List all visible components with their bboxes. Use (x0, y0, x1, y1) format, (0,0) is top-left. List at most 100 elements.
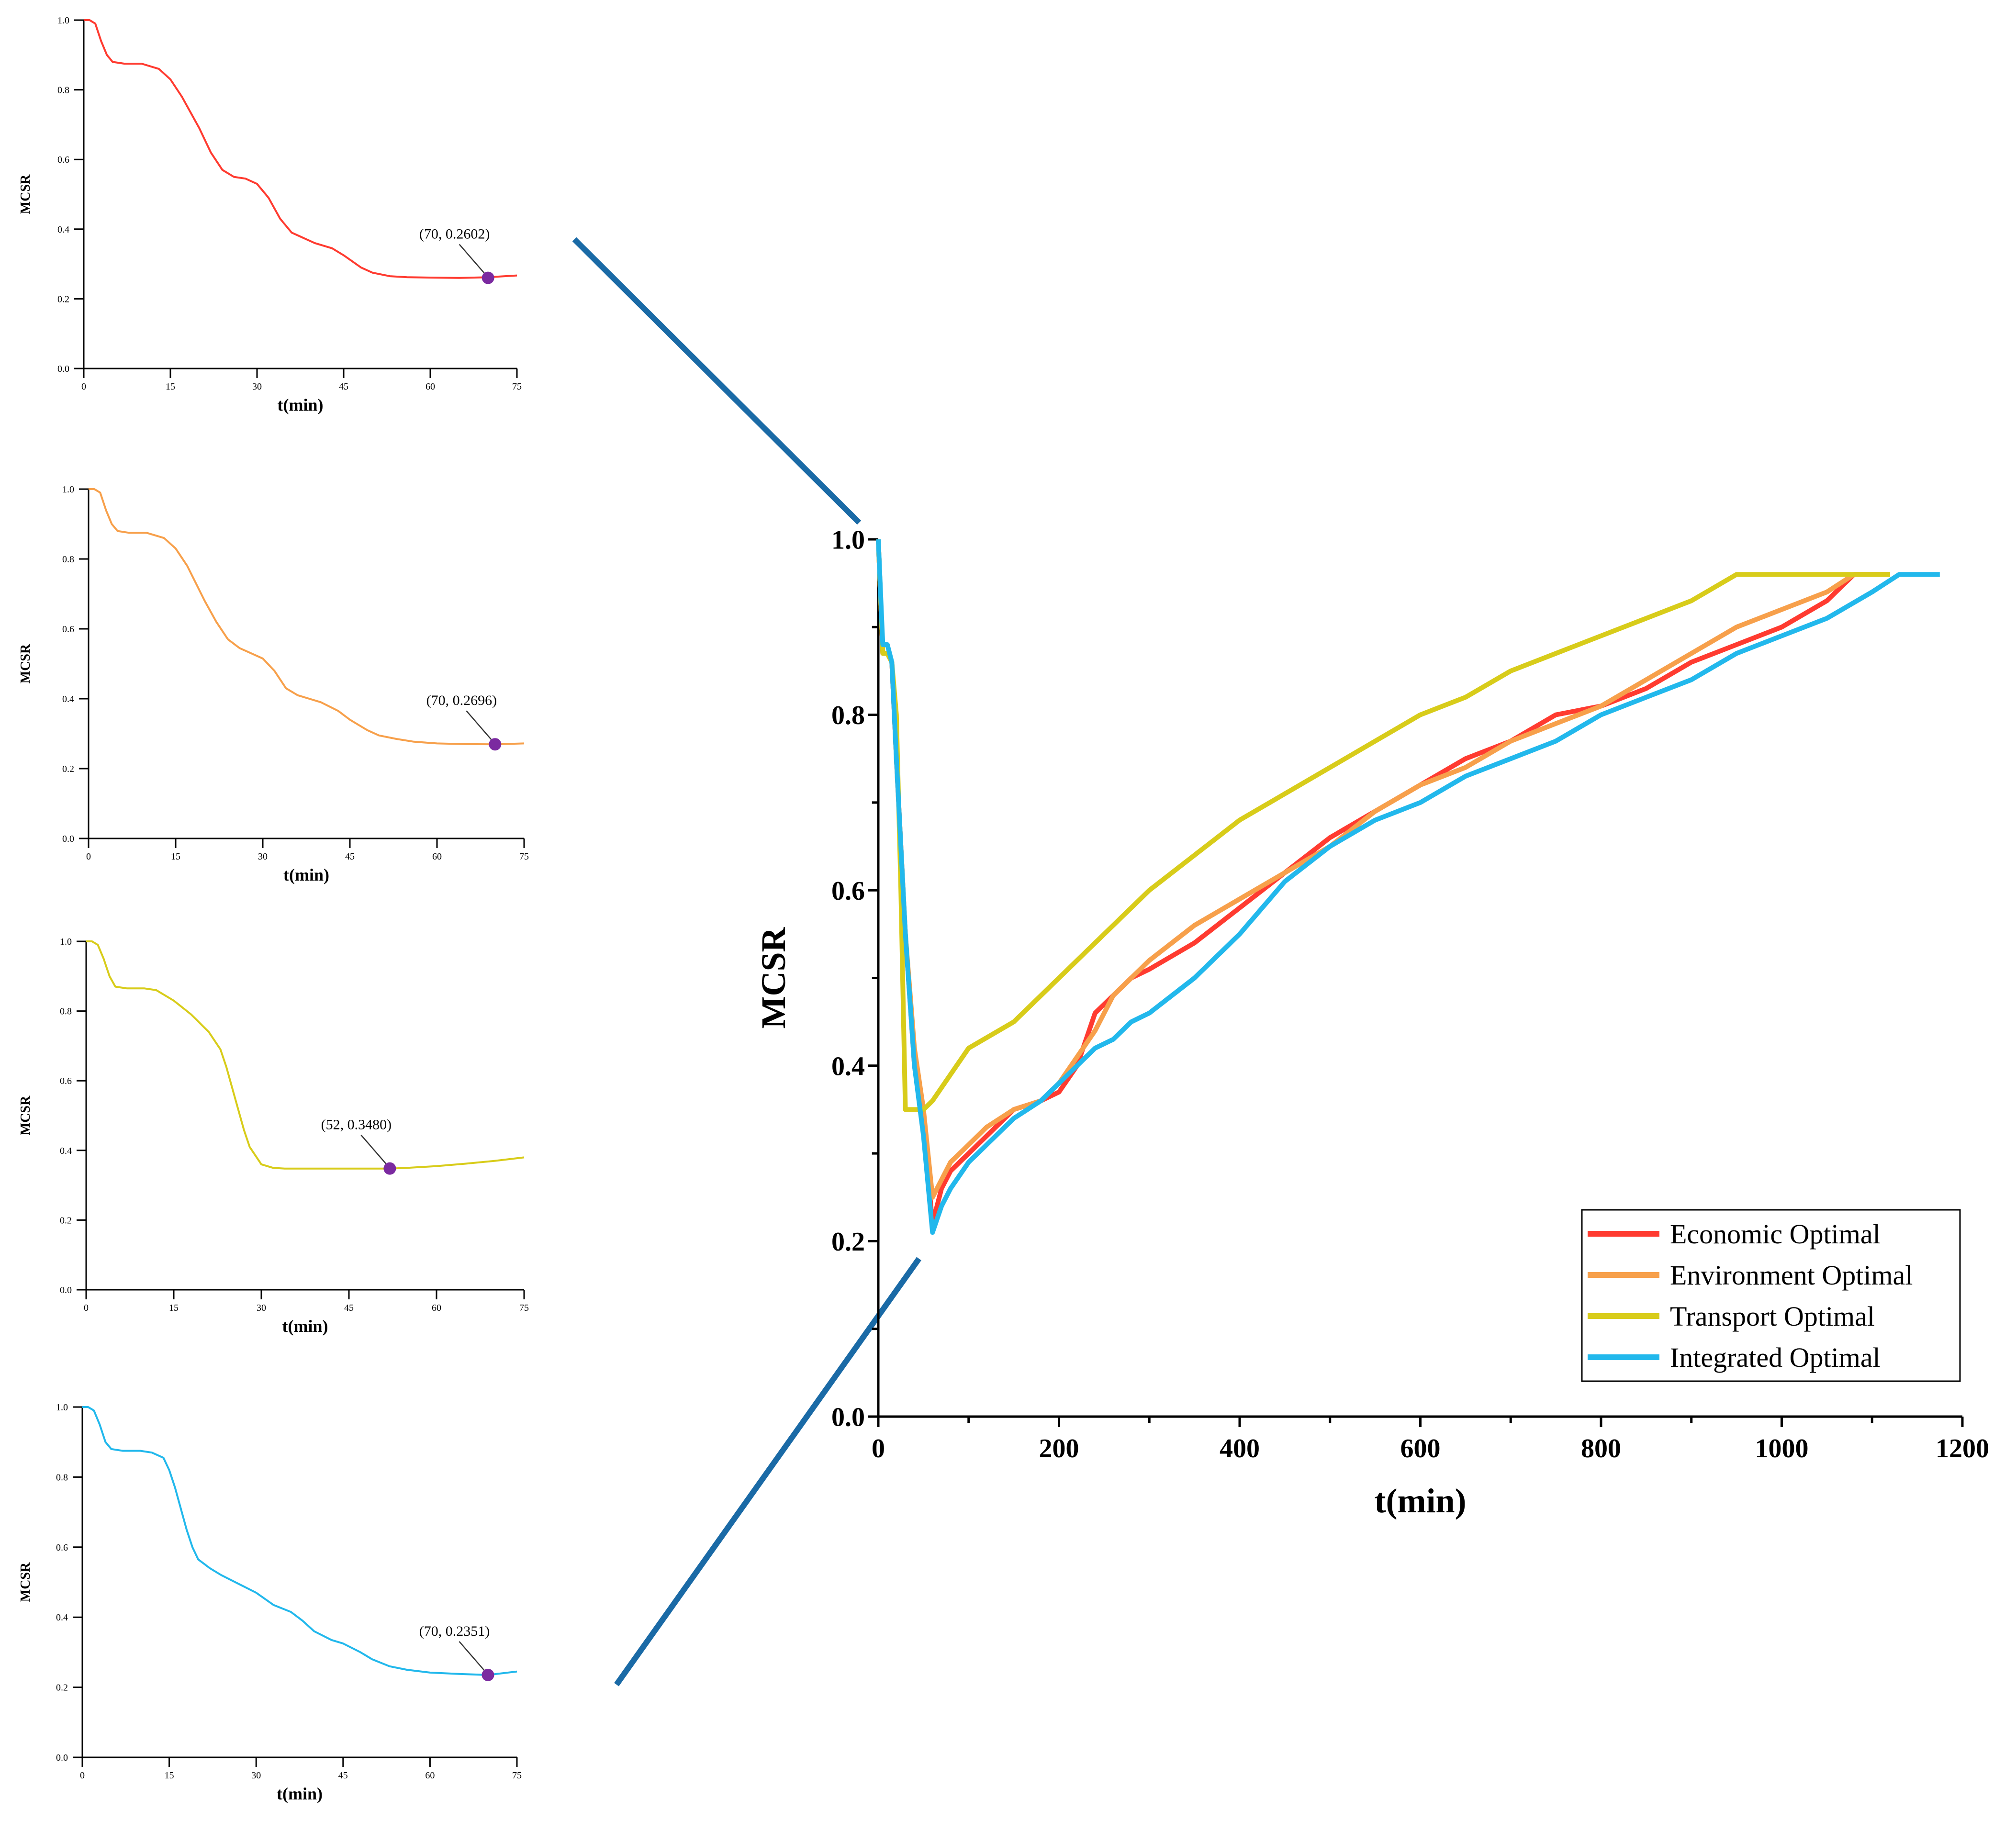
annotation-leader (459, 1641, 485, 1671)
x-tick-label: 45 (339, 381, 348, 392)
y-tick-label: 1.0 (831, 525, 865, 555)
x-axis-title: t(min) (282, 1317, 328, 1336)
annotation-label: (70, 0.2351) (419, 1623, 490, 1639)
x-axis-title: t(min) (1375, 1482, 1467, 1520)
y-tick-label: 0.6 (831, 876, 865, 906)
annotation-marker (383, 1162, 396, 1175)
series-line (84, 19, 517, 279)
y-tick-label: 0.6 (62, 624, 74, 635)
y-tick-label: 0.2 (60, 1215, 72, 1226)
annotation-label: (70, 0.2602) (419, 226, 490, 242)
small-chart-transport: 0 15 30 45 60 75 0.0 0.2 0.4 0.6 0.8 1.0 t(min) MCSR (… (18, 937, 529, 1336)
y-tick-label: 0.8 (56, 1472, 68, 1483)
x-tick-label: 45 (344, 1303, 354, 1313)
y-tick-label: 0.4 (57, 224, 69, 235)
series-line-transport-optimal (876, 539, 1890, 1112)
x-tick-label: 75 (512, 381, 522, 392)
y-axis-title: MCSR (754, 927, 793, 1029)
legend-label: Integrated Optimal (1670, 1342, 1881, 1373)
x-tick-label: 75 (512, 1770, 522, 1781)
y-tick-label: 1.0 (57, 15, 69, 26)
annotation-marker (482, 271, 494, 284)
annotation-label: (70, 0.2696) (426, 693, 497, 708)
series-line (82, 1406, 517, 1676)
y-tick-label: 0.4 (62, 694, 74, 704)
series-line-integrated-optimal (876, 539, 1940, 1235)
x-axis-title: t(min) (277, 1784, 323, 1803)
x-tick-label: 75 (519, 851, 529, 862)
annotation-marker (482, 1668, 494, 1681)
y-tick-label: 0.2 (57, 294, 69, 304)
small-chart-environment: 0 15 30 45 60 75 0.0 0.2 0.4 0.6 0.8 1.0 t(min) MCSR (… (18, 484, 529, 884)
x-tick-label: 1000 (1755, 1434, 1809, 1463)
small-chart-economic: 0 15 30 45 60 75 0.0 0.2 0.4 0.6 0.8 1.0 t(min) MCSR (… (18, 15, 522, 414)
y-axis-title: MCSR (18, 644, 33, 683)
main-chart: 0 200 400 600 800 1000 1200 0.0 0.2 0.4 0.6 0.8 1.0 t… (754, 525, 1989, 1520)
x-tick-label: 0 (86, 851, 91, 862)
y-tick-label: 0.8 (60, 1006, 72, 1017)
y-tick-label: 0.0 (60, 1285, 72, 1296)
x-tick-label: 60 (426, 381, 435, 392)
x-tick-label: 0 (80, 1770, 85, 1781)
x-tick-label: 30 (252, 381, 262, 392)
y-tick-label: 0.0 (57, 364, 69, 374)
small-chart-integrated: 0 15 30 45 60 75 0.0 0.2 0.4 0.6 0.8 1.0 t(min) MCSR (… (18, 1402, 522, 1803)
y-axis-title: MCSR (18, 1095, 33, 1135)
series-line-economic-optimal (876, 539, 1890, 1226)
annotation-label: (52, 0.3480) (321, 1117, 392, 1133)
x-tick-label: 0 (84, 1303, 89, 1313)
x-axis-title: t(min) (278, 395, 324, 414)
x-tick-label: 30 (257, 1303, 266, 1313)
y-tick-label: 0.0 (831, 1403, 865, 1432)
series-line-environment-optimal (876, 539, 1890, 1200)
x-tick-label: 15 (169, 1303, 179, 1313)
y-tick-label: 1.0 (60, 937, 72, 947)
connector-line-top (572, 237, 862, 525)
y-tick-label: 0.8 (57, 85, 69, 96)
x-tick-label: 0 (81, 381, 86, 392)
y-tick-label: 0.6 (56, 1542, 68, 1553)
annotation-leader (466, 710, 492, 740)
x-tick-label: 45 (338, 1770, 348, 1781)
y-tick-label: 0.2 (62, 764, 74, 774)
y-tick-label: 1.0 (62, 484, 74, 495)
annotation-marker (489, 738, 502, 751)
x-tick-label: 45 (345, 851, 355, 862)
x-tick-label: 15 (166, 381, 175, 392)
y-tick-label: 0.2 (56, 1683, 68, 1693)
x-tick-label: 800 (1581, 1434, 1621, 1463)
x-tick-label: 75 (519, 1303, 529, 1313)
legend-label: Economic Optimal (1670, 1218, 1881, 1250)
x-tick-label: 30 (258, 851, 268, 862)
y-tick-label: 0.8 (62, 554, 74, 565)
x-tick-label: 15 (165, 1770, 174, 1781)
x-tick-label: 15 (171, 851, 180, 862)
legend-label: Transport Optimal (1670, 1301, 1875, 1332)
x-axis-title: t(min) (283, 865, 329, 884)
x-tick-label: 200 (1039, 1434, 1079, 1463)
x-tick-label: 60 (425, 1770, 435, 1781)
legend-label: Environment Optimal (1670, 1260, 1913, 1291)
y-tick-label: 0.4 (56, 1612, 68, 1623)
y-tick-label: 0.2 (831, 1227, 865, 1257)
y-tick-label: 0.4 (831, 1051, 865, 1081)
y-tick-label: 0.6 (57, 155, 69, 165)
x-tick-label: 30 (251, 1770, 261, 1781)
y-tick-label: 1.0 (56, 1402, 68, 1413)
y-axis-title: MCSR (18, 1562, 33, 1602)
annotation-leader (360, 1134, 387, 1164)
series-line (89, 488, 525, 746)
connector-line-bottom (614, 1257, 921, 1687)
y-axis-title: MCSR (18, 174, 33, 214)
y-tick-label: 0.0 (62, 834, 74, 844)
x-tick-label: 1200 (1936, 1434, 1989, 1463)
y-tick-label: 0.6 (60, 1076, 72, 1086)
x-tick-label: 600 (1400, 1434, 1441, 1463)
y-tick-label: 0.8 (831, 701, 865, 730)
x-tick-label: 400 (1220, 1434, 1260, 1463)
series-line (86, 940, 525, 1170)
annotation-leader (459, 244, 485, 274)
x-tick-label: 0 (872, 1434, 885, 1463)
y-tick-label: 0.0 (56, 1753, 68, 1763)
